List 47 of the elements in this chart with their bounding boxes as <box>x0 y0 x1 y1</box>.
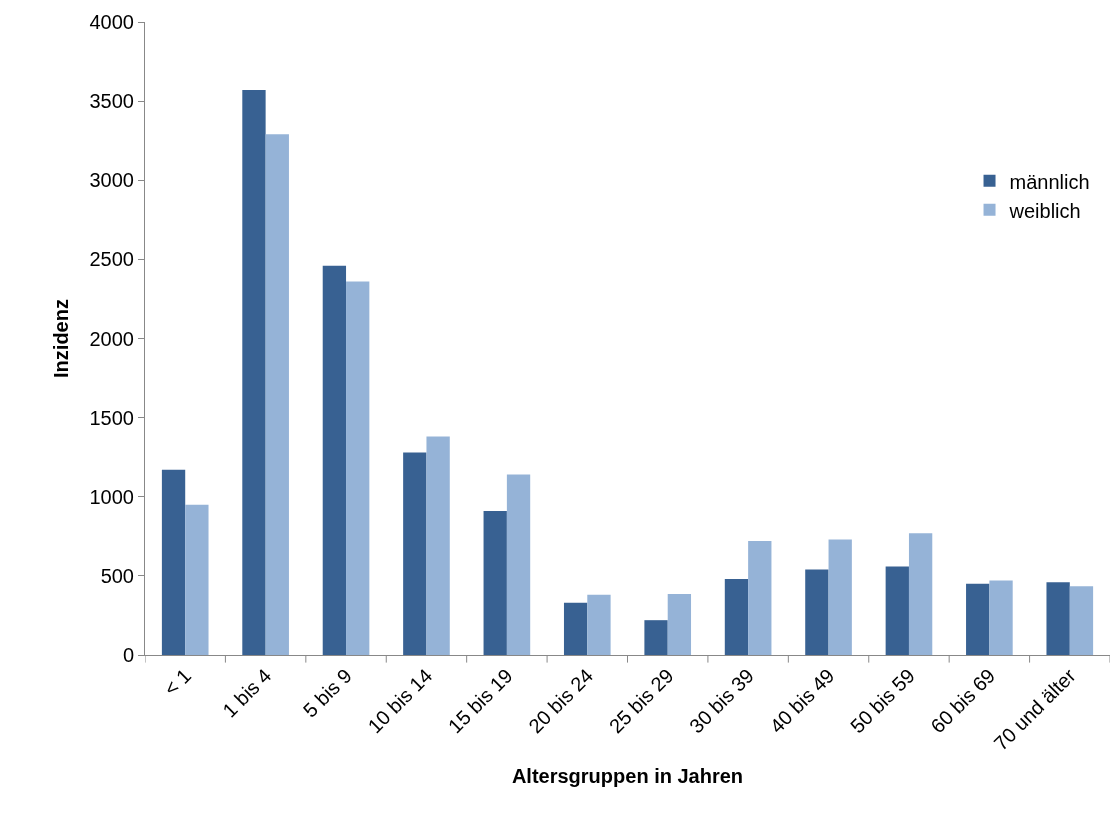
bar <box>1046 582 1070 655</box>
bar <box>483 510 507 655</box>
x-tick-label: 10 bis 14 <box>363 664 437 738</box>
bar <box>805 569 829 655</box>
bar <box>748 541 772 655</box>
bar <box>322 265 347 655</box>
bar <box>989 580 1013 655</box>
x-tick-label: 1 bis 4 <box>218 664 276 722</box>
bar <box>346 281 370 655</box>
bar <box>426 436 450 655</box>
bar <box>587 594 611 655</box>
bar <box>644 620 668 655</box>
x-axis-title: Altersgruppen in Jahren <box>511 765 744 788</box>
x-tick-label: 15 bis 19 <box>443 664 517 738</box>
y-tick-label: 0 <box>122 644 134 666</box>
bar <box>885 566 909 655</box>
y-tick-label: 1500 <box>89 406 134 429</box>
bar <box>161 469 186 655</box>
bar <box>724 579 749 655</box>
y-tick-label: 2000 <box>89 327 134 350</box>
x-tick-label: 20 bis 24 <box>524 664 598 738</box>
bar <box>1069 586 1094 655</box>
y-tick-label: 2500 <box>89 248 134 271</box>
bar <box>185 504 209 655</box>
bar <box>563 602 588 655</box>
bar <box>506 474 531 655</box>
y-tick-label: 500 <box>100 564 134 587</box>
x-tick-label: 25 bis 29 <box>604 664 678 738</box>
y-tick-label: 4000 <box>89 11 134 33</box>
bar <box>966 583 990 655</box>
bar <box>403 452 427 655</box>
bar <box>265 134 289 655</box>
y-tick-label: 3000 <box>89 169 134 192</box>
legend-label: weiblich <box>1008 199 1081 222</box>
x-tick-label: 5 bis 9 <box>298 664 356 722</box>
bar <box>908 533 933 655</box>
x-tick-label: 40 bis 49 <box>765 664 839 738</box>
legend-label: männlich <box>1009 170 1090 193</box>
x-tick-label: < 1 <box>159 664 196 700</box>
x-tick-label: 30 bis 39 <box>685 664 759 738</box>
y-tick-label: 3500 <box>89 90 134 113</box>
bar <box>667 594 692 655</box>
bar <box>242 90 266 655</box>
y-axis-title: Inzidenz <box>50 299 72 378</box>
bar <box>828 539 852 655</box>
y-tick-label: 1000 <box>89 485 134 508</box>
x-tick-label: 50 bis 59 <box>845 664 919 738</box>
